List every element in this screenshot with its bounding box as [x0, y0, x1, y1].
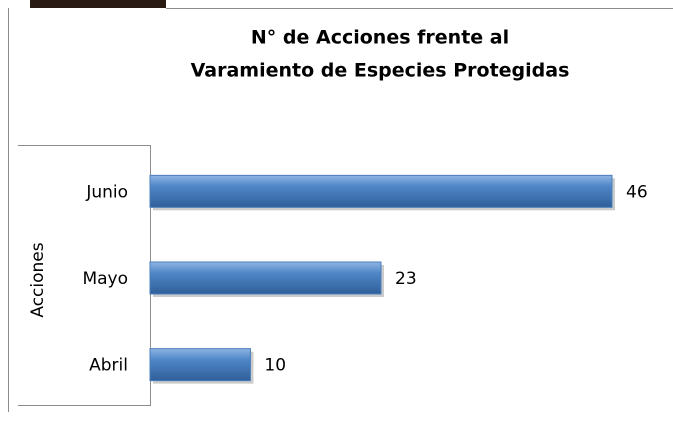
- y-tick-label: Junio: [85, 182, 128, 202]
- value-label: 23: [395, 269, 417, 289]
- bar: [149, 261, 382, 295]
- y-tick-label: Abril: [89, 356, 128, 376]
- header-image: [30, 0, 166, 8]
- value-label: 10: [264, 356, 286, 376]
- chart-title: N° de Acciones frente al: [251, 27, 509, 49]
- bar: [149, 174, 613, 208]
- y-tick-label: Mayo: [82, 269, 128, 289]
- bar: [149, 348, 251, 382]
- y-axis-label: Acciones: [28, 242, 48, 317]
- chart-title: Varamiento de Especies Protegidas: [191, 60, 570, 82]
- value-label: 46: [626, 182, 648, 202]
